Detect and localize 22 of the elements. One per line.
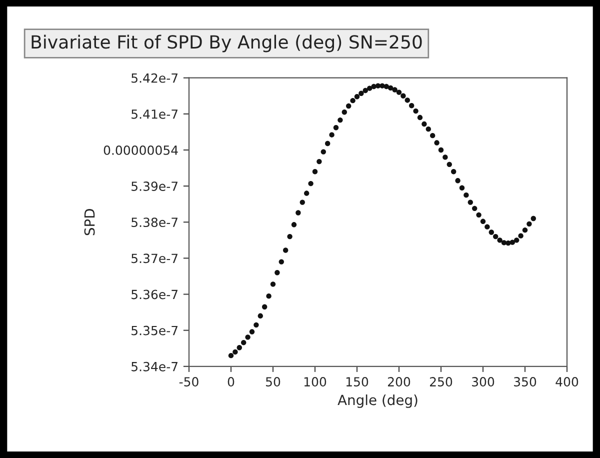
x-tick-label: 50 <box>266 377 280 386</box>
y-axis-title: SPD <box>84 209 95 236</box>
x-tick-label: 0 <box>228 377 234 386</box>
x-axis-title: Angle (deg) <box>338 394 418 408</box>
x-tick-label: 100 <box>304 377 326 386</box>
y-tick-label: 5.35e-7 <box>132 326 178 336</box>
x-tick-label: 400 <box>556 377 578 386</box>
y-tick-label: 5.39e-7 <box>132 182 178 191</box>
x-tick-label: -50 <box>179 377 198 386</box>
x-tick-label: 200 <box>388 377 410 386</box>
y-tick-label: 5.34e-7 <box>132 362 178 372</box>
y-tick-label: 0.00000054 <box>104 145 178 155</box>
y-tick-label: 5.42e-7 <box>132 73 178 83</box>
x-tick-label: 350 <box>514 377 536 386</box>
chart-title: Bivariate Fit of SPD By Angle (deg) SN=250 <box>32 34 422 52</box>
y-tick-label: 5.38e-7 <box>132 218 178 228</box>
x-tick-label: 300 <box>472 377 494 386</box>
x-tick-label: 150 <box>346 377 368 386</box>
x-tick-label: 250 <box>430 377 452 386</box>
y-tick-label: 5.36e-7 <box>132 290 178 300</box>
y-tick-label: 5.41e-7 <box>132 110 178 119</box>
y-tick-label: 5.37e-7 <box>132 254 178 264</box>
